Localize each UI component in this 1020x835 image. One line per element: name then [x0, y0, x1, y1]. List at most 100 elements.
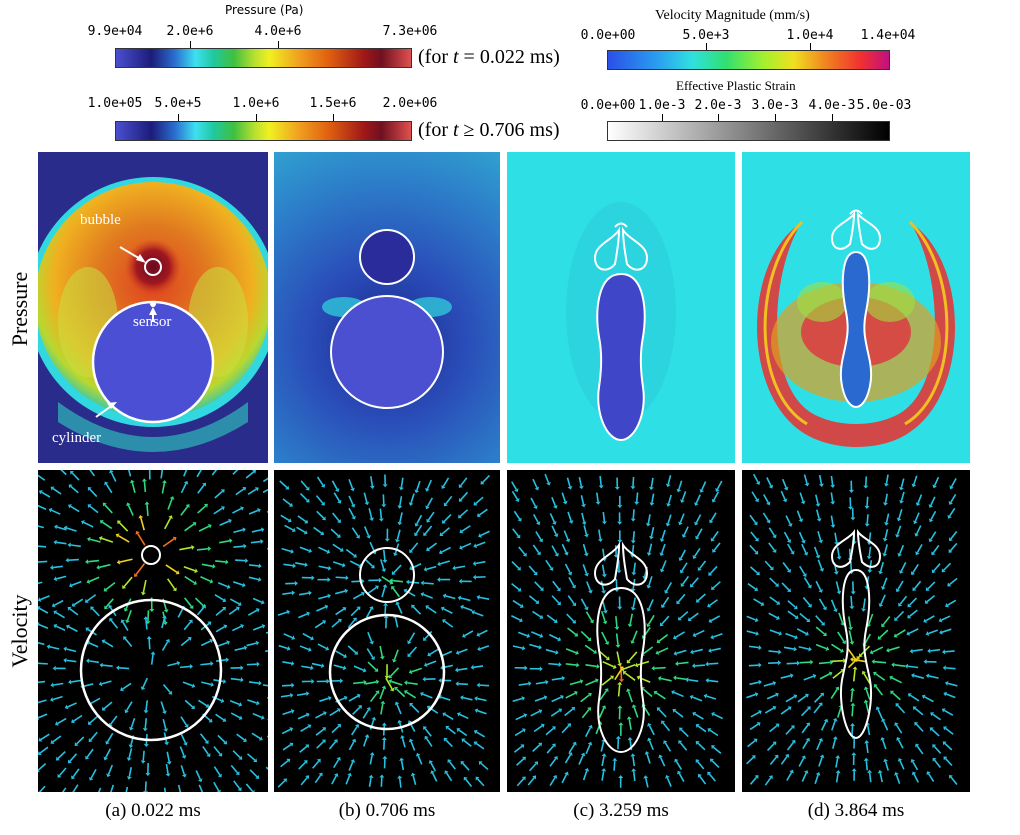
velocity-arrow [646, 753, 651, 764]
velocity-arrowhead [134, 573, 139, 577]
velocity-arrowhead [815, 554, 821, 559]
velocity-arrowhead [630, 540, 636, 544]
velocity-arrow [688, 678, 699, 683]
velocity-arrow [932, 713, 941, 721]
velocity-arrow [580, 598, 588, 609]
velocity-arrow [385, 677, 393, 690]
velocity-arrowhead [889, 675, 894, 681]
velocity-arrow [879, 629, 889, 639]
velocity-arrow [785, 695, 795, 703]
velocity-arrowhead [710, 634, 715, 640]
velocity-arrow [882, 720, 889, 731]
velocity-arrow [787, 610, 797, 618]
velocity-arrow [136, 533, 146, 546]
velocity-arrowhead [242, 737, 247, 742]
tick-label: 2.0e+6 [166, 24, 214, 39]
velocity-arrow [473, 611, 484, 617]
velocity-arrowhead [609, 675, 614, 680]
velocity-arrowhead [948, 501, 953, 505]
velocity-arrow [214, 490, 223, 499]
velocity-arrowhead [38, 606, 41, 611]
velocity-arrow [546, 745, 555, 754]
velocity-arrow [110, 472, 117, 482]
velocity-arrowhead [756, 722, 761, 727]
velocity-arrowhead [235, 771, 240, 776]
velocity-arrowhead [414, 532, 419, 537]
velocity-arrow [38, 474, 46, 481]
velocity-arrow [369, 692, 378, 703]
velocity-arrowhead [472, 574, 476, 580]
velocity-arrowhead [807, 603, 812, 608]
velocity-arrowhead [521, 776, 526, 781]
velocity-arrowhead [126, 776, 132, 780]
velocity-arrow [477, 709, 487, 715]
velocity-arrow [265, 631, 268, 634]
colorbar-tick [718, 114, 719, 121]
velocity-arrow [179, 546, 192, 551]
velocity-arrow [749, 776, 758, 785]
velocity-arrowhead [626, 659, 631, 664]
velocity-arrow [161, 618, 166, 629]
velocity-arrow [615, 578, 618, 590]
velocity-arrowhead [893, 633, 898, 638]
velocity-arrowhead [98, 536, 103, 541]
velocity-arrowhead [334, 773, 339, 777]
velocity-arrow [57, 717, 67, 725]
velocity-arrowhead [124, 709, 129, 714]
velocity-arrow [352, 706, 361, 716]
velocity-arrowhead [634, 662, 639, 668]
velocity-arrow [99, 563, 111, 569]
velocity-arrow [408, 581, 420, 584]
velocity-arrow [213, 746, 221, 755]
velocity-arrowhead [772, 534, 777, 539]
velocity-arrowhead [695, 723, 700, 728]
velocity-arrowhead [381, 737, 387, 741]
velocity-arrowhead [172, 587, 177, 592]
velocity-arrowhead [836, 590, 842, 595]
velocity-arrowhead [394, 686, 399, 691]
velocity-arrowhead [443, 502, 448, 507]
velocity-arrowhead [895, 703, 900, 707]
velocity-arrow [749, 681, 760, 686]
velocity-arrowhead [122, 584, 127, 589]
velocity-arrow [430, 762, 437, 772]
velocity-arrowhead [830, 659, 834, 665]
velocity-arrowhead [251, 789, 255, 792]
velocity-arrowhead [322, 620, 326, 625]
velocity-arrowhead [914, 722, 919, 726]
velocity-arrowhead [873, 684, 878, 688]
velocity-arrow [199, 733, 208, 743]
velocity-arrowhead [568, 752, 573, 757]
velocity-arrow [534, 696, 545, 702]
velocity-arrowhead [364, 501, 370, 506]
tick-label: 1.0e+05 [87, 96, 143, 111]
velocity-arrowhead [229, 538, 233, 544]
velocity-arrowhead [787, 706, 792, 711]
velocity-arrowhead [326, 549, 331, 554]
velocity-arrowhead [588, 589, 593, 594]
velocity-arrowhead [176, 660, 181, 666]
velocity-arrow [678, 772, 685, 783]
velocity-arrow [561, 724, 570, 734]
velocity-arrow [585, 611, 593, 622]
velocity-arrow [56, 526, 67, 531]
velocity-arrow [862, 598, 866, 609]
velocity-arrowhead [334, 488, 340, 492]
velocity-arrowhead [605, 656, 610, 661]
velocity-arrow [872, 646, 884, 653]
velocity-arrowhead [163, 728, 169, 732]
velocity-arrow [891, 677, 902, 684]
velocity-arrow [930, 648, 941, 652]
velocity-arrowhead [913, 520, 918, 525]
velocity-panel-c [507, 470, 735, 792]
velocity-arrow [445, 595, 456, 600]
velocity-arrow [578, 477, 583, 487]
velocity-arrowhead [53, 576, 58, 582]
velocity-arrowhead [519, 617, 523, 623]
velocity-arrow [567, 511, 572, 522]
velocity-arrowhead [374, 667, 379, 672]
velocity-arrow [217, 734, 226, 743]
velocity-arrow [183, 621, 192, 631]
velocity-arrow [283, 563, 294, 567]
velocity-arrow [799, 612, 809, 621]
